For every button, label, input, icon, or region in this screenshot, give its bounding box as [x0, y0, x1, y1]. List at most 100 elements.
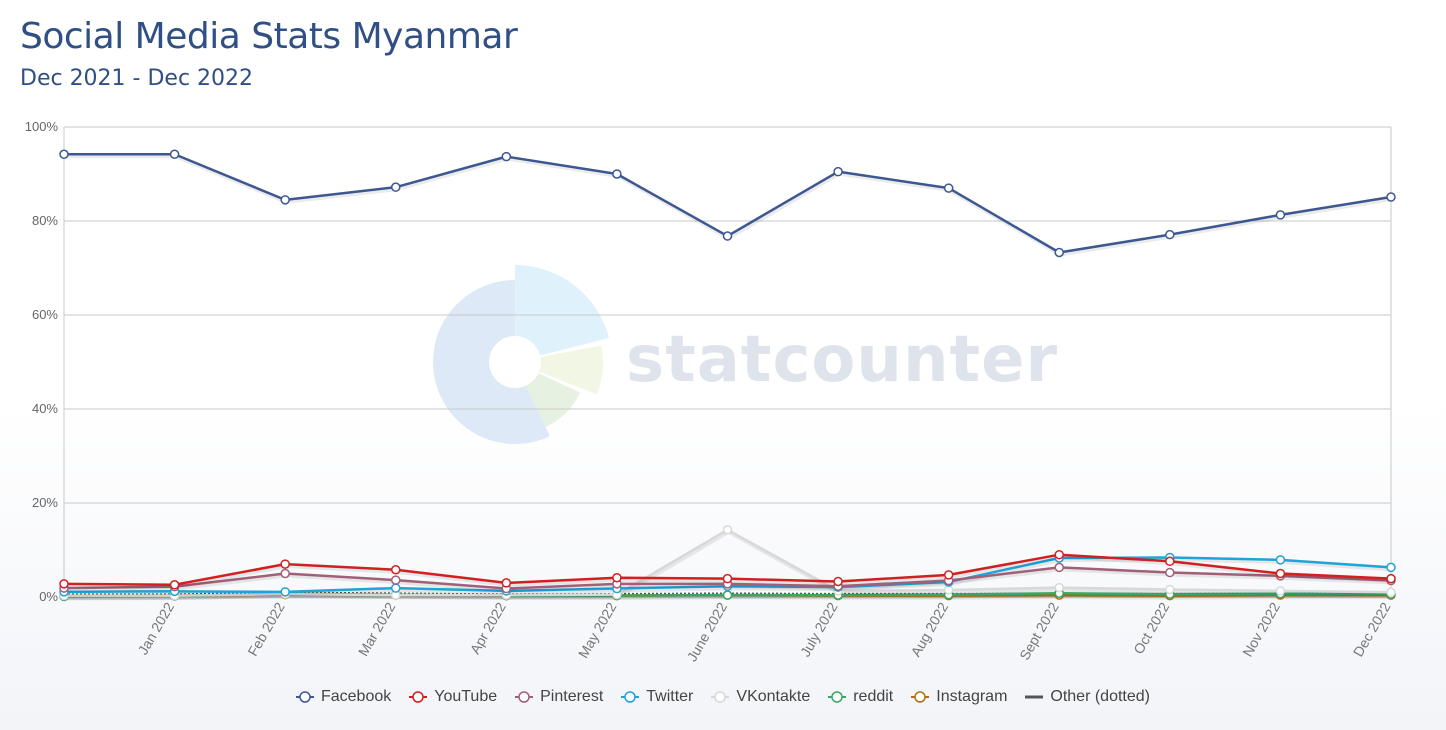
x-tick-label: Oct 2022 [1130, 599, 1172, 656]
data-point[interactable] [943, 585, 954, 595]
y-tick-label: 20% [32, 495, 58, 510]
x-tick-label: Mar 2022 [355, 599, 399, 658]
x-tick-label: July 2022 [797, 599, 841, 659]
legend-marker [624, 691, 637, 703]
legend-label: Facebook [320, 688, 392, 705]
legend-label: YouTube [434, 688, 498, 705]
line-chart: statcounter 0% 20% 40% 60% 80% 100% Jan 2022 F… [25, 119, 1396, 664]
legend-item-other-dotted[interactable]: Other (dotted) [1025, 688, 1150, 706]
series-youtube [59, 549, 1396, 590]
watermark-segment-bottom [526, 373, 581, 428]
x-tick-label: May 2022 [575, 599, 620, 660]
x-tick-label: Jan 2022 [135, 599, 178, 657]
watermark-segment-large [432, 280, 550, 445]
data-point[interactable] [612, 169, 622, 179]
data-point[interactable] [1386, 587, 1396, 598]
data-point[interactable] [280, 195, 290, 205]
data-point[interactable] [1386, 192, 1396, 202]
legend-label: VKontakte [736, 688, 811, 705]
data-point[interactable] [1275, 555, 1286, 565]
legend-item-twitter[interactable]: Twitter [621, 688, 693, 706]
legend-label: reddit [853, 688, 894, 705]
legend-item-reddit[interactable]: reddit [828, 688, 893, 706]
y-tick-label: 80% [32, 213, 58, 228]
data-point[interactable] [722, 590, 733, 600]
legend-marker [831, 691, 843, 703]
chart-subtitle: Dec 2021 - Dec 2022 [20, 66, 254, 91]
data-point[interactable] [1165, 567, 1175, 578]
x-tick-label: June 2022 [684, 599, 731, 664]
data-point[interactable] [943, 183, 954, 193]
data-point[interactable] [59, 149, 69, 160]
data-point[interactable] [391, 564, 401, 575]
data-point[interactable] [1275, 210, 1286, 220]
x-tick-label: Nov 2022 [1239, 599, 1283, 659]
legend-swatch [1025, 695, 1044, 699]
data-point[interactable] [391, 583, 401, 593]
data-point[interactable] [1386, 562, 1396, 573]
data-point[interactable] [1054, 549, 1064, 560]
data-point[interactable] [1386, 573, 1396, 584]
watermark-segment-top [515, 265, 609, 356]
data-point[interactable] [722, 573, 733, 584]
legend-marker [914, 691, 926, 703]
y-axis-ticks: 0% 20% 40% 60% 80% 100% [25, 119, 59, 604]
data-point[interactable] [501, 578, 512, 588]
data-point[interactable] [1165, 556, 1175, 567]
legend-label: Pinterest [540, 688, 604, 705]
legend-label: Other (dotted) [1050, 688, 1150, 705]
legend-swatch [711, 691, 730, 703]
legend-swatch [295, 691, 314, 703]
data-point[interactable] [169, 580, 180, 590]
y-tick-label: 60% [32, 307, 58, 322]
data-point[interactable] [612, 572, 622, 583]
data-point[interactable] [1054, 562, 1064, 573]
watermark-segment-right [539, 345, 603, 395]
watermark-text: statcounter [626, 323, 1058, 397]
legend-swatch [409, 691, 428, 703]
data-point[interactable] [1054, 247, 1064, 258]
chart-title: Social Media Stats Myanmar [20, 16, 518, 57]
legend-item-pinterest[interactable]: Pinterest [515, 688, 603, 706]
data-point[interactable] [169, 149, 180, 160]
x-axis-ticks: Jan 2022 Feb 2022 Mar 2022 Apr 2022 May 2022… [135, 599, 1394, 664]
data-point[interactable] [1275, 586, 1286, 596]
series-facebook [59, 149, 1396, 258]
data-point[interactable] [1054, 582, 1064, 593]
data-point[interactable] [280, 559, 290, 569]
legend-marker [518, 691, 530, 703]
data-point[interactable] [1165, 229, 1175, 240]
data-point[interactable] [833, 576, 843, 587]
data-point[interactable] [59, 579, 69, 589]
y-tick-label: 40% [32, 401, 58, 416]
x-tick-label: Apr 2022 [467, 599, 509, 656]
legend-marker [714, 691, 727, 703]
statcounter-watermark: statcounter [432, 265, 1058, 445]
legend-label: Instagram [936, 688, 1008, 705]
legend-swatch [515, 691, 534, 703]
data-point[interactable] [722, 525, 733, 535]
data-point[interactable] [1275, 568, 1286, 579]
data-point[interactable] [1165, 584, 1175, 595]
legend-label: Twitter [646, 688, 694, 705]
legend-marker [299, 691, 311, 703]
chart-legend: Facebook YouTube Pinterest Twitter VKontakte… [0, 688, 1446, 708]
legend-item-instagram[interactable]: Instagram [911, 688, 1007, 706]
data-point[interactable] [280, 568, 290, 579]
data-point[interactable] [943, 570, 954, 580]
data-point[interactable] [833, 166, 843, 177]
data-point[interactable] [722, 231, 733, 241]
legend-marker [412, 691, 424, 703]
data-point[interactable] [391, 182, 401, 192]
y-tick-label: 0% [39, 589, 58, 604]
data-point[interactable] [501, 151, 512, 162]
x-tick-label: Sept 2022 [1016, 599, 1062, 662]
legend-item-youtube[interactable]: YouTube [409, 688, 497, 706]
data-point[interactable] [280, 587, 290, 597]
x-tick-label: Dec 2022 [1350, 599, 1394, 659]
legend-item-vkontakte[interactable]: VKontakte [711, 688, 810, 706]
x-tick-label: Aug 2022 [907, 599, 951, 659]
legend-swatch [621, 691, 640, 703]
legend-item-facebook[interactable]: Facebook [295, 688, 392, 706]
data-point[interactable] [391, 575, 401, 585]
